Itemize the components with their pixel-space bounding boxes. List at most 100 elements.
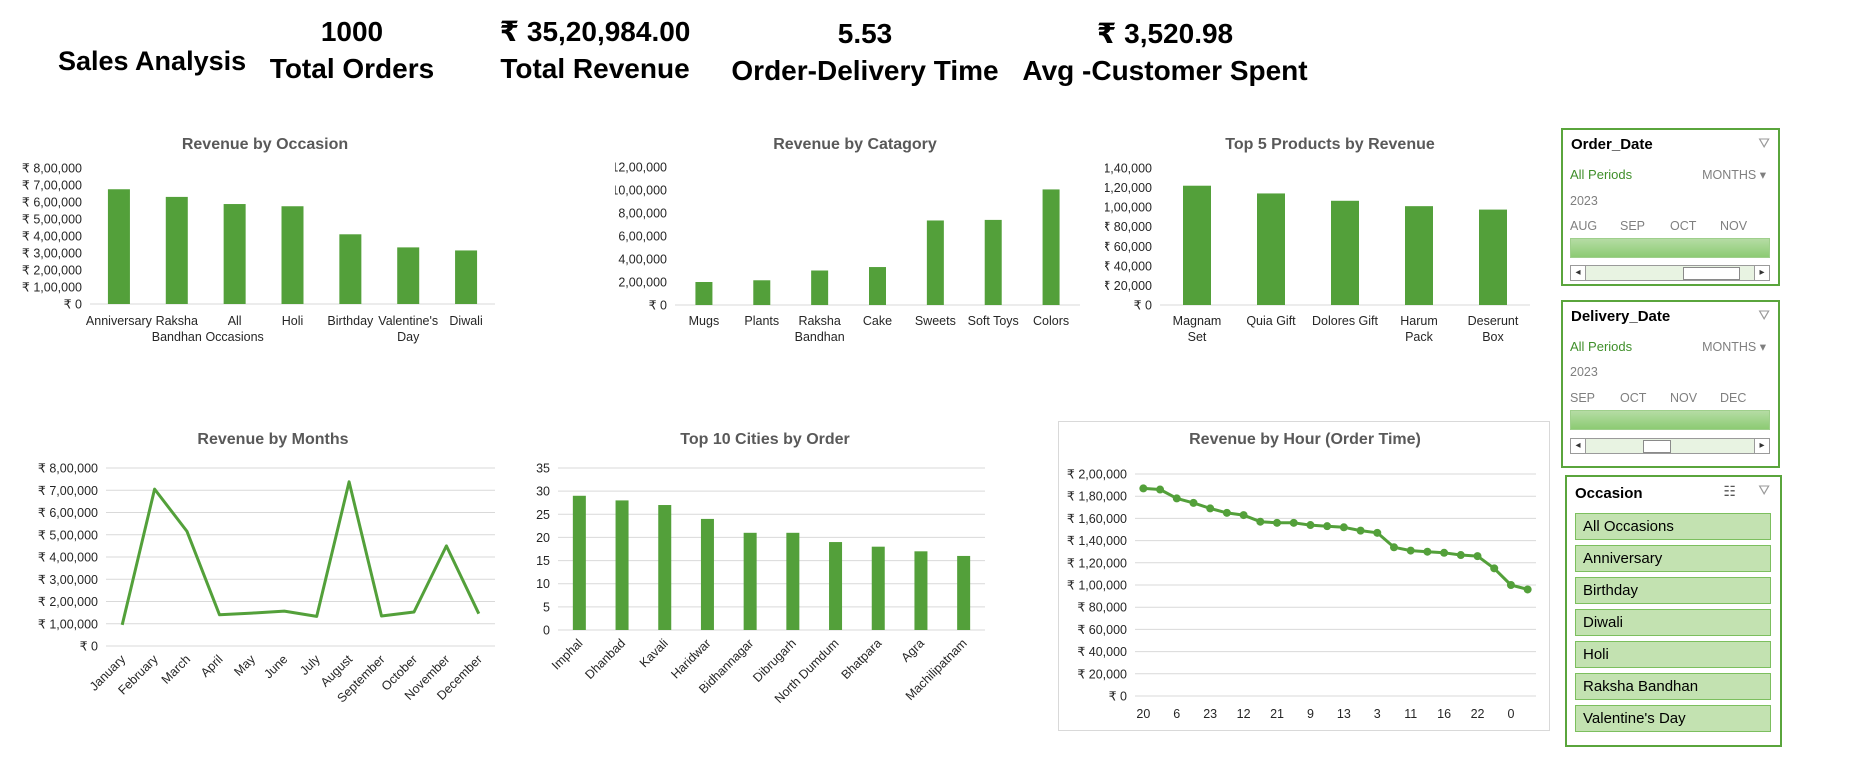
scroll-thumb[interactable] [1643,440,1671,453]
kpi-value: ₹ 3,520.98 [1096,18,1234,49]
kpi-total-revenue: ₹ 35,20,984.00 Total Revenue [470,13,720,87]
y-tick-label: ₹ 8,00,000 [22,162,82,176]
x-tick-label: June [261,652,290,681]
y-tick-label: ₹ 6,00,000 [22,196,82,210]
occasion-item[interactable]: Anniversary [1575,545,1771,572]
x-tick-label: Anniversary [86,314,153,328]
bar [455,250,478,304]
y-tick-label: ₹ 1,40,000 [1105,162,1152,176]
data-point [1356,526,1365,535]
y-tick-label: ₹ 0 [1134,299,1152,313]
period-unit-label: MONTHS [1702,340,1757,354]
occasion-item[interactable]: Holi [1575,641,1771,668]
series-line [1143,486,1528,591]
y-tick-label: ₹ 12,00,000 [615,161,667,175]
bar [753,280,771,305]
all-periods-label: All Periods [1570,167,1633,182]
slicer-title: Order_Date [1571,136,1653,153]
y-tick-label: ₹ 1,40,000 [1067,534,1127,548]
x-tick-label: Mugs [689,314,720,328]
bar [811,270,829,305]
occasion-item[interactable]: Diwali [1575,609,1771,636]
revenue-by-category-chart[interactable]: Revenue by Catagory ₹ 0 ₹ 2,00,000 ₹ 4,00,0… [615,130,1090,415]
bar [829,542,843,630]
timeline-scrollbar[interactable]: ◂ ▸ [1570,438,1770,454]
x-tick-label: 23 [1203,707,1217,721]
y-tick-label: ₹ 1,20,000 [1105,181,1152,195]
data-point [1139,484,1148,493]
x-tick-label: Raksha Bandhan [152,314,202,344]
bar [743,532,757,630]
data-point [1206,504,1215,513]
scroll-left-icon[interactable]: ◂ [1571,439,1586,453]
kpi-value: 1000 [320,16,384,47]
y-tick-label: ₹ 7,00,000 [38,484,98,498]
period-unit-label: MONTHS [1702,168,1757,182]
bar [1479,209,1507,305]
y-tick-label: ₹ 4,00,000 [38,551,98,565]
bar [869,267,886,305]
top-products-chart[interactable]: Top 5 Products by Revenue ₹ 0 ₹ 20,000 ₹ 40… [1105,130,1550,415]
data-point [1222,508,1231,517]
clear-filter-icon[interactable]: ⛛ [1758,482,1770,498]
occasion-item[interactable]: Birthday [1575,577,1771,604]
revenue-by-months-chart[interactable]: Revenue by Months ₹ 0 ₹ 1,00,000 ₹ 2,00,000… [20,425,520,715]
scroll-right-icon[interactable]: ▸ [1754,439,1769,453]
y-tick-label: ₹ 5,00,000 [22,213,82,227]
slicer-title: Occasion [1575,485,1643,502]
data-point [1256,517,1265,526]
y-tick-label: ₹ 0 [80,640,98,654]
x-tick-label: Raksha Bandhan [795,314,845,344]
top-cities-chart[interactable]: Top 10 Cities by Order 0 5 10 15 20 25 30 35 Imph… [525,425,995,715]
timeline-scrollbar[interactable]: ◂ ▸ [1570,265,1770,281]
month-label: SEP [1570,391,1596,405]
bar [572,495,586,630]
period-unit-dropdown[interactable]: MONTHS ▾ [1702,167,1766,182]
data-point [1406,546,1415,555]
period-unit-dropdown[interactable]: MONTHS ▾ [1702,339,1766,354]
x-tick-label: 21 [1270,707,1284,721]
x-tick-label: Kavali [637,636,671,670]
scroll-left-icon[interactable]: ◂ [1571,266,1586,280]
data-point [1339,523,1348,532]
x-tick-label: 12 [1237,707,1251,721]
revenue-by-hour-chart[interactable]: Revenue by Hour (Order Time) ₹ 0 ₹ 20,000 ₹… [1058,421,1550,731]
data-point [1440,548,1449,557]
clear-filter-icon[interactable]: ⛛ [1758,307,1770,323]
chevron-down-icon: ▾ [1759,168,1766,182]
bar [165,196,188,304]
x-tick-label: Agra [898,636,927,665]
scroll-right-icon[interactable]: ▸ [1754,266,1769,280]
chart-border [1058,421,1550,731]
y-tick-label: ₹ 80,000 [1077,601,1127,615]
occasion-item[interactable]: Valentine's Day [1575,705,1771,732]
y-tick-label: ₹ 1,00,000 [38,617,98,631]
occasion-item[interactable]: Raksha Bandhan [1575,673,1771,700]
occasion-item[interactable]: All Occasions [1575,513,1771,540]
timeline-bar[interactable] [1570,410,1770,430]
kpi-value: ₹ 35,20,984.00 [499,16,691,47]
revenue-by-occasion-chart[interactable]: Revenue by Occasion ₹ 0 ₹ 1,00,000 ₹ 2,00,0… [20,130,600,415]
y-tick-label: ₹ 4,00,000 [22,230,82,244]
kpi-label: Order-Delivery Time [731,55,999,86]
data-point [1523,585,1532,594]
y-tick-label: ₹ 2,00,000 [615,276,667,290]
multi-select-icon[interactable]: ☷ [1723,483,1736,499]
bar [786,532,800,630]
x-tick-label: Cake [863,314,892,328]
chevron-down-icon: ▾ [1759,340,1766,354]
data-point [1423,547,1432,556]
scroll-thumb[interactable] [1683,267,1740,280]
data-point [1389,543,1398,552]
month-label: SEP [1620,219,1646,233]
bar [914,551,928,630]
slicer-title: Delivery_Date [1571,308,1671,325]
timeline-bar[interactable] [1570,238,1770,258]
chart-title: Revenue by Months [197,431,348,448]
bar [695,282,713,305]
bar [223,204,246,304]
chart-title: Top 10 Cities by Order [680,431,850,448]
kpi-value: 5.53 [837,18,893,49]
x-tick-label: Quia Gift [1246,314,1296,328]
clear-filter-icon[interactable]: ⛛ [1758,135,1770,151]
